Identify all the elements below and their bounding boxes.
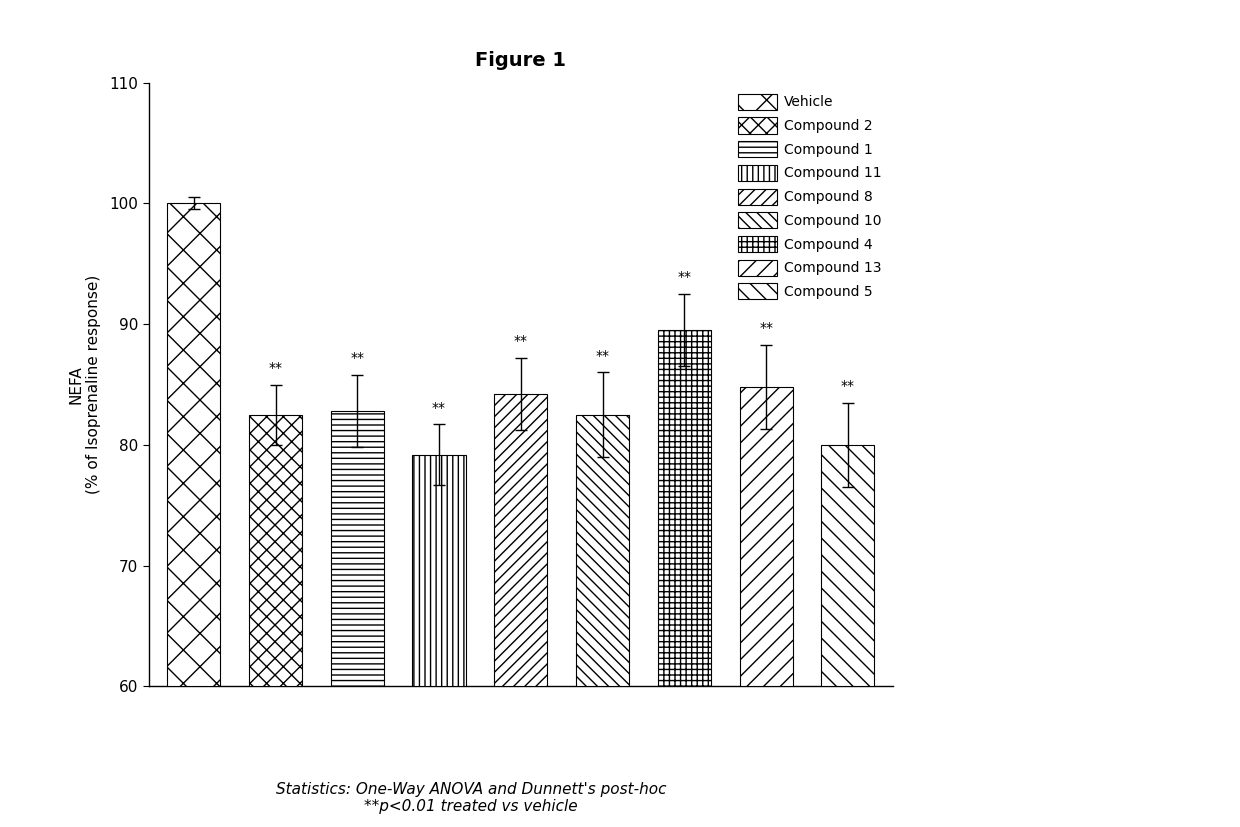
Bar xyxy=(249,414,303,686)
Bar xyxy=(167,203,221,686)
Y-axis label: NEFA
(% of Isoprenaline response): NEFA (% of Isoprenaline response) xyxy=(68,275,102,495)
Bar xyxy=(577,414,629,686)
Bar xyxy=(739,387,792,686)
Text: **: ** xyxy=(677,270,692,284)
Text: **: ** xyxy=(350,351,365,366)
Text: Statistics: One-Way ANOVA and Dunnett's post-hoc
**p<0.01 treated vs vehicle: Statistics: One-Way ANOVA and Dunnett's … xyxy=(277,782,666,814)
Text: **: ** xyxy=(841,379,854,393)
Legend: Vehicle, Compound 2, Compound 1, Compound 11, Compound 8, Compound 10, Compound : Vehicle, Compound 2, Compound 1, Compoun… xyxy=(734,89,885,304)
Title: Figure 1: Figure 1 xyxy=(475,51,567,70)
Text: **: ** xyxy=(595,349,610,363)
Text: **: ** xyxy=(432,401,446,414)
Bar xyxy=(657,330,711,686)
Bar xyxy=(413,455,465,686)
Bar xyxy=(495,394,547,686)
Bar xyxy=(331,411,384,686)
Text: **: ** xyxy=(513,334,528,348)
Bar xyxy=(821,445,874,686)
Text: **: ** xyxy=(269,361,283,375)
Text: **: ** xyxy=(759,321,773,335)
